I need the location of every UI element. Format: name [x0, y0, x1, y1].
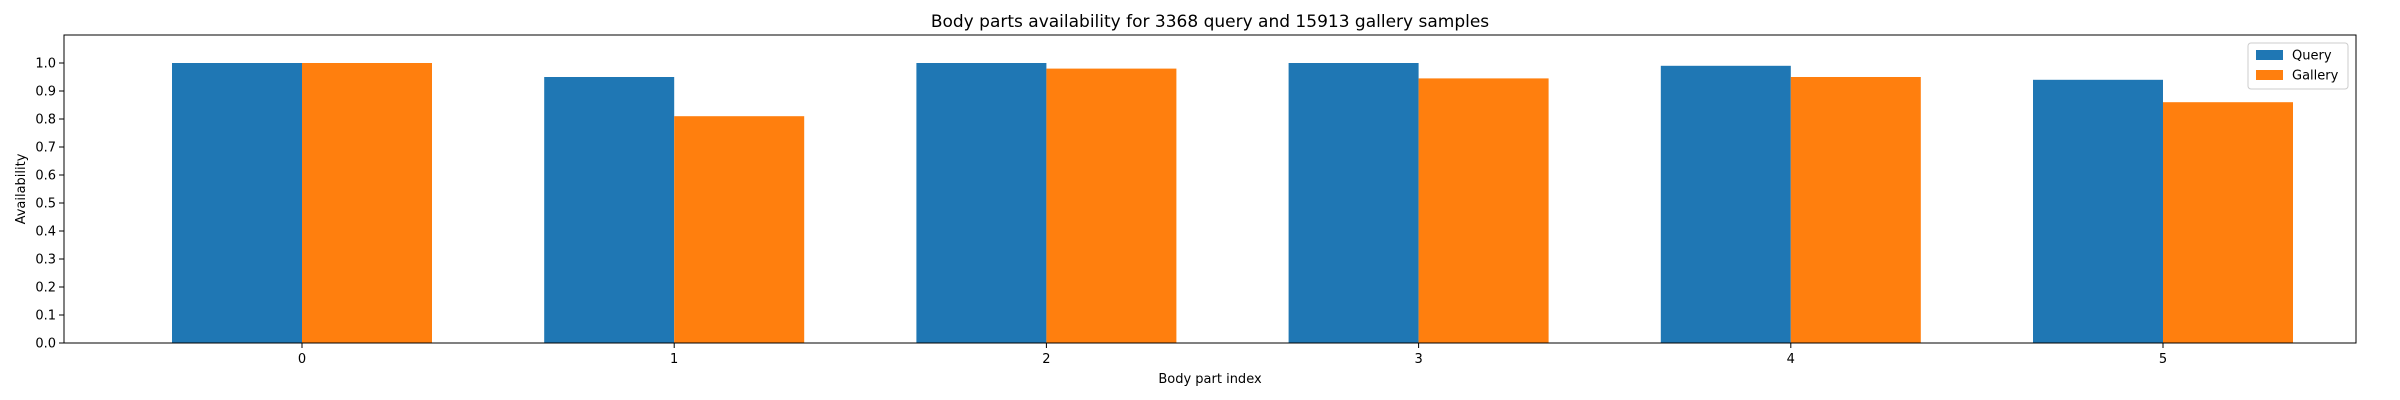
- x-tick-label: 0: [298, 352, 306, 367]
- y-tick-label: 0.6: [35, 169, 56, 184]
- bar-query-0: [172, 63, 302, 343]
- bar-gallery-3: [1418, 78, 1549, 344]
- y-tick-label: 0.8: [35, 113, 56, 128]
- x-tick-label: 3: [1414, 352, 1422, 367]
- chart-title: Body parts availability for 3368 query a…: [931, 12, 1489, 32]
- bar-gallery-0: [302, 63, 432, 343]
- y-tick-label: 0.2: [35, 281, 56, 296]
- y-tick-label: 0.1: [35, 309, 56, 324]
- legend-swatch-gallery: [2256, 70, 2283, 80]
- bar-gallery-1: [674, 116, 805, 343]
- bar-gallery-4: [1790, 77, 1921, 343]
- legend-swatch-query: [2256, 50, 2283, 60]
- y-tick-label: 0.9: [35, 85, 56, 100]
- bar-query-3: [1288, 63, 1419, 343]
- bar-gallery-5: [2163, 102, 2293, 343]
- bar-query-2: [916, 63, 1047, 343]
- bar-gallery-2: [1046, 68, 1177, 343]
- bar-query-4: [1660, 65, 1791, 344]
- x-tick-label: 1: [670, 352, 678, 367]
- y-tick-label: 1.0: [35, 57, 56, 72]
- y-tick-label: 0.5: [35, 197, 56, 212]
- legend-label-gallery: Gallery: [2292, 69, 2339, 84]
- plot-frame: [63, 34, 2357, 344]
- x-axis-label: Body part index: [1158, 372, 1262, 387]
- y-tick-label: 0.0: [35, 337, 56, 352]
- legend: Query Gallery: [2247, 42, 2349, 90]
- x-tick-label: 4: [1787, 352, 1795, 367]
- x-tick-label: 2: [1042, 352, 1050, 367]
- bar-query-1: [544, 77, 675, 343]
- y-tick-label: 0.3: [35, 253, 56, 268]
- y-tick-label: 0.7: [35, 141, 56, 156]
- bar-query-5: [2033, 79, 2163, 344]
- legend-label-query: Query: [2292, 49, 2332, 64]
- y-axis-label: Availability: [14, 153, 29, 224]
- y-tick-label: 0.4: [35, 225, 56, 240]
- x-tick-label: 5: [2159, 352, 2167, 367]
